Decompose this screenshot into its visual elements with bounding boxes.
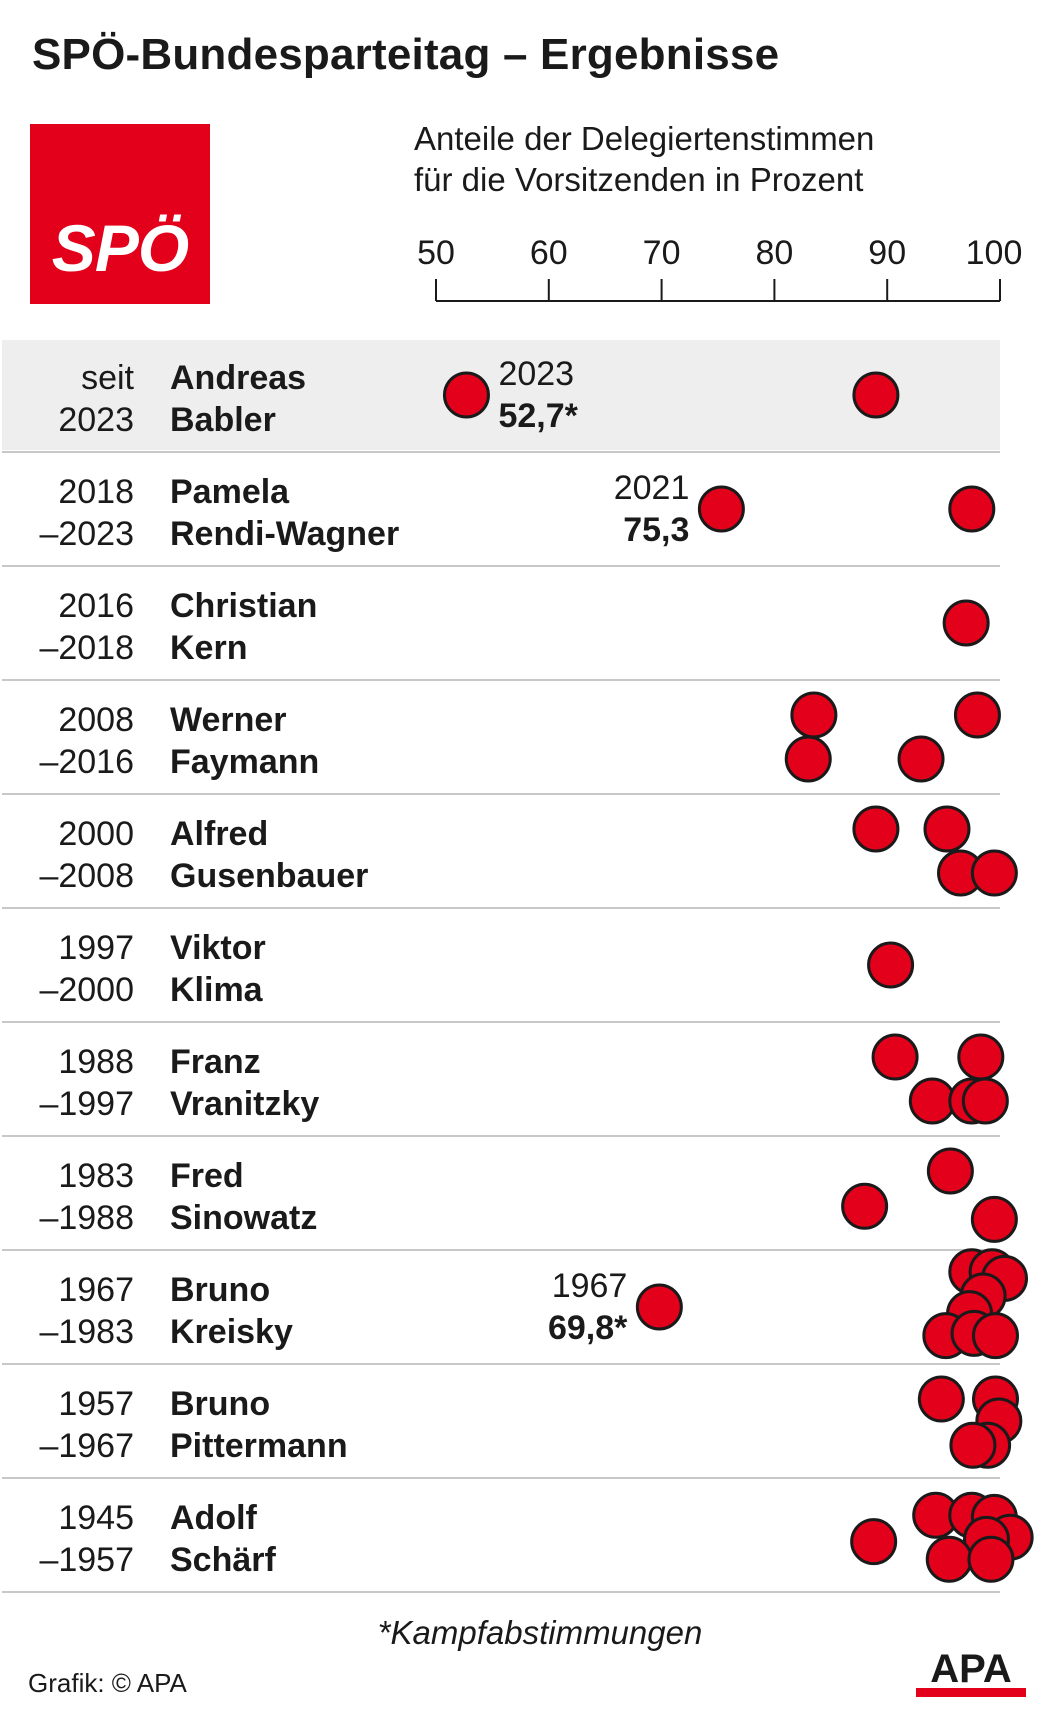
x-tick-label: 50 bbox=[417, 234, 455, 272]
tenure-end: –2023 bbox=[39, 515, 134, 553]
leader-first-name: Viktor bbox=[170, 929, 266, 967]
vote-dot bbox=[942, 599, 990, 647]
leader-last-name: Kreisky bbox=[170, 1313, 293, 1351]
leader-first-name: Fred bbox=[170, 1157, 244, 1195]
x-tick-label: 60 bbox=[530, 234, 568, 272]
tenure-end: –2018 bbox=[39, 629, 134, 667]
vote-dot bbox=[953, 691, 1001, 739]
tenure-end: 2023 bbox=[58, 401, 134, 439]
tenure-start: 1945 bbox=[58, 1499, 134, 1537]
credit: Grafik: © APA bbox=[28, 1668, 187, 1698]
tenure-start: 2018 bbox=[58, 473, 134, 511]
vote-dot bbox=[967, 1535, 1015, 1583]
vote-dot bbox=[957, 1033, 1005, 1081]
vote-dot bbox=[970, 1195, 1018, 1243]
vote-dot bbox=[697, 485, 745, 533]
vote-dot bbox=[908, 1077, 956, 1125]
vote-dot bbox=[926, 1147, 974, 1195]
tenure-end: –2000 bbox=[39, 971, 134, 1009]
annotation-value: 75,3 bbox=[623, 511, 689, 549]
leader-last-name: Klima bbox=[170, 971, 264, 1009]
vote-dot bbox=[925, 1535, 973, 1583]
chart-subtitle: Anteile der Delegiertenstimmen für die V… bbox=[414, 118, 874, 200]
leader-last-name: Vranitzky bbox=[170, 1085, 319, 1123]
leader-last-name: Kern bbox=[170, 629, 247, 667]
vote-dot bbox=[961, 1077, 1009, 1125]
tenure-end: –2016 bbox=[39, 743, 134, 781]
vote-dot bbox=[917, 1375, 965, 1423]
x-tick-label: 90 bbox=[868, 234, 906, 272]
tenure-end: –1957 bbox=[39, 1541, 134, 1579]
tenure-start: 2008 bbox=[58, 701, 134, 739]
leader-first-name: Andreas bbox=[170, 359, 306, 397]
highlight-row-bg bbox=[2, 340, 1000, 450]
vote-dot bbox=[850, 1518, 898, 1566]
vote-dot bbox=[635, 1283, 683, 1331]
apa-logo-bar bbox=[916, 1688, 1026, 1697]
annotation-value: 69,8* bbox=[548, 1309, 628, 1347]
vote-dot bbox=[948, 485, 996, 533]
footnote: *Kampfabstimmungen bbox=[377, 1614, 703, 1651]
leader-last-name: Pittermann bbox=[170, 1427, 348, 1465]
leader-first-name: Bruno bbox=[170, 1271, 270, 1309]
leader-last-name: Faymann bbox=[170, 743, 319, 781]
tenure-start: seit bbox=[81, 359, 134, 397]
leader-last-name: Babler bbox=[170, 401, 276, 439]
vote-dot bbox=[897, 735, 945, 783]
vote-dot bbox=[841, 1182, 889, 1230]
tenure-start: 1983 bbox=[58, 1157, 134, 1195]
vote-dot bbox=[949, 1421, 997, 1469]
leader-first-name: Pamela bbox=[170, 473, 290, 511]
x-tick-label: 100 bbox=[966, 234, 1023, 272]
spo-logo: SPÖ bbox=[30, 124, 210, 304]
tenure-end: –1997 bbox=[39, 1085, 134, 1123]
vote-dot bbox=[971, 1312, 1019, 1360]
leader-first-name: Alfred bbox=[170, 815, 268, 853]
tenure-start: 1967 bbox=[58, 1271, 134, 1309]
apa-logo: APA bbox=[916, 1647, 1026, 1697]
apa-logo-text: APA bbox=[930, 1647, 1011, 1691]
tenure-start: 2016 bbox=[58, 587, 134, 625]
tenure-start: 1997 bbox=[58, 929, 134, 967]
tenure-start: 2000 bbox=[58, 815, 134, 853]
annotation-year: 1967 bbox=[552, 1267, 628, 1305]
annotation-value: 52,7* bbox=[498, 397, 578, 435]
leader-last-name: Schärf bbox=[170, 1541, 276, 1579]
tenure-start: 1988 bbox=[58, 1043, 134, 1081]
subtitle-line-1: Anteile der Delegiertenstimmen bbox=[414, 120, 875, 157]
page-title: SPÖ-Bundesparteitag – Ergebnisse bbox=[32, 30, 780, 79]
vote-dot bbox=[442, 371, 490, 419]
vote-dot bbox=[852, 371, 900, 419]
tenure-end: –1967 bbox=[39, 1427, 134, 1465]
leader-first-name: Werner bbox=[170, 701, 287, 739]
tenure-end: –2008 bbox=[39, 857, 134, 895]
x-tick-label: 80 bbox=[755, 234, 793, 272]
spo-logo-text: SPÖ bbox=[51, 211, 189, 285]
vote-dot bbox=[871, 1033, 919, 1081]
leader-last-name: Rendi-Wagner bbox=[170, 515, 399, 553]
tenure-end: –1983 bbox=[39, 1313, 134, 1351]
leader-first-name: Bruno bbox=[170, 1385, 270, 1423]
leader-last-name: Sinowatz bbox=[170, 1199, 317, 1237]
annotation-year: 2021 bbox=[614, 469, 690, 507]
vote-dot bbox=[867, 941, 915, 989]
x-tick-label: 70 bbox=[643, 234, 681, 272]
subtitle-line-2: für die Vorsitzenden in Prozent bbox=[414, 161, 864, 198]
leader-first-name: Adolf bbox=[170, 1499, 258, 1537]
leader-first-name: Christian bbox=[170, 587, 317, 625]
leader-first-name: Franz bbox=[170, 1043, 261, 1081]
vote-dot bbox=[852, 805, 900, 853]
vote-dot bbox=[790, 691, 838, 739]
tenure-start: 1957 bbox=[58, 1385, 134, 1423]
vote-dot bbox=[784, 735, 832, 783]
tenure-end: –1988 bbox=[39, 1199, 134, 1237]
vote-dot bbox=[923, 805, 971, 853]
vote-dot bbox=[970, 849, 1018, 897]
leader-last-name: Gusenbauer bbox=[170, 857, 368, 895]
annotation-year: 2023 bbox=[498, 355, 574, 393]
